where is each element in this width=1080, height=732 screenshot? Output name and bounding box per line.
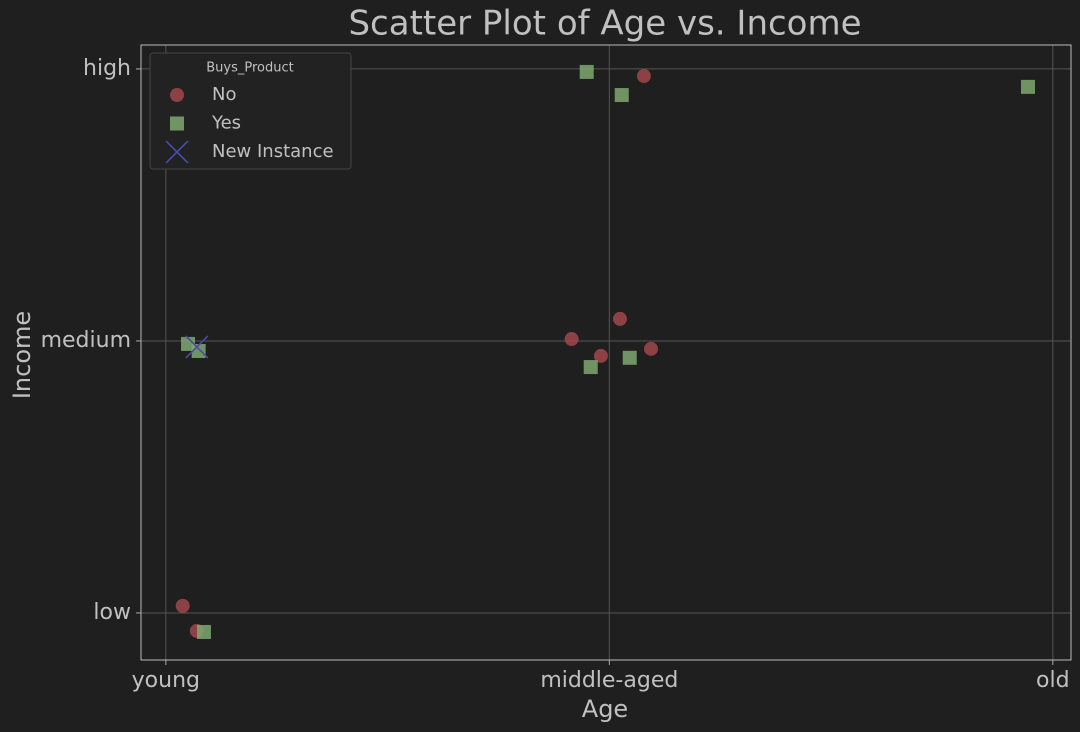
point bbox=[579, 64, 594, 79]
point bbox=[1020, 79, 1035, 94]
point bbox=[644, 341, 659, 356]
point bbox=[612, 311, 627, 326]
legend-marker bbox=[170, 116, 184, 131]
legend-box bbox=[149, 52, 352, 170]
x-axis-label: Age bbox=[582, 695, 628, 723]
chart-title: Scatter Plot of Age vs. Income bbox=[348, 4, 861, 44]
legend-marker bbox=[165, 140, 189, 164]
x-tick-label: old bbox=[1036, 668, 1070, 693]
point bbox=[622, 350, 637, 365]
y-tick-label: low bbox=[93, 600, 131, 625]
point bbox=[191, 344, 206, 359]
point bbox=[196, 624, 211, 639]
x-tick-label: young bbox=[132, 668, 200, 693]
legend-label: New Instance bbox=[212, 141, 334, 162]
x-tick-label: middle-aged bbox=[540, 668, 678, 693]
point bbox=[185, 335, 209, 359]
point bbox=[636, 69, 651, 84]
point bbox=[564, 332, 579, 347]
point bbox=[593, 348, 608, 363]
legend-label: Yes bbox=[211, 113, 241, 134]
y-axis-label: Income bbox=[8, 311, 36, 399]
legend-label: No bbox=[212, 84, 236, 105]
y-tick-label: medium bbox=[41, 328, 131, 353]
point bbox=[583, 360, 598, 375]
y-tick-label: high bbox=[83, 56, 131, 81]
legend-marker bbox=[170, 88, 184, 102]
point bbox=[614, 88, 629, 103]
legend-title: Buys_Product bbox=[206, 61, 293, 76]
point bbox=[175, 598, 190, 613]
plot-frame bbox=[140, 44, 1072, 661]
